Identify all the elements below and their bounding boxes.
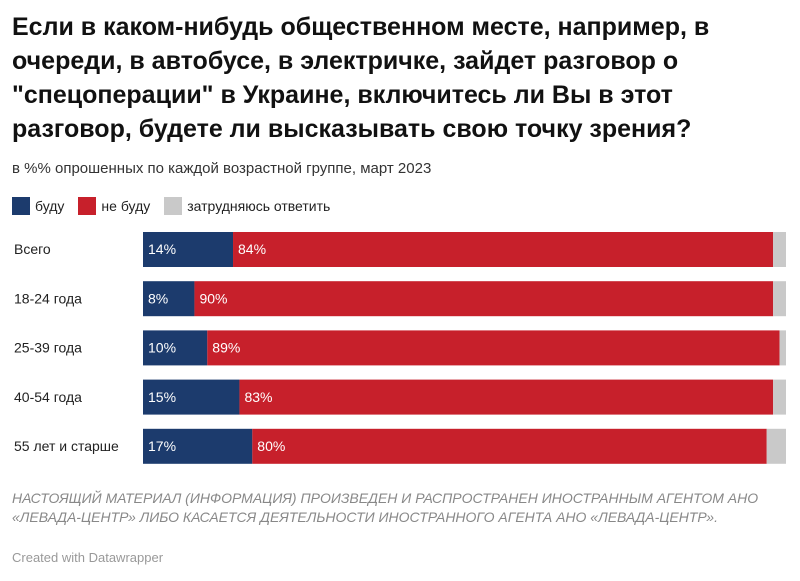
- bar-segment: [233, 232, 774, 267]
- category-label: Всего: [14, 241, 51, 257]
- bar-segment: [773, 281, 786, 317]
- value-label: 83%: [244, 389, 272, 405]
- category-label: 18-24 года: [14, 290, 82, 306]
- bar-segment: [766, 428, 786, 464]
- bar-segment: [143, 428, 253, 464]
- legend-label: не буду: [101, 198, 151, 214]
- bar-segment: [773, 379, 786, 415]
- legend-label: буду: [35, 198, 65, 214]
- legend-item: буду: [12, 197, 64, 215]
- bar-segment: [773, 232, 786, 267]
- category-label: 55 лет и старше: [14, 438, 119, 454]
- bar-segment: [143, 379, 240, 415]
- bar-segment: [143, 281, 195, 317]
- category-label: 40-54 года: [14, 389, 82, 405]
- value-label: 90%: [199, 290, 227, 306]
- bar-segment: [143, 232, 234, 267]
- legend-swatch: [164, 197, 183, 215]
- value-label: 17%: [148, 438, 176, 454]
- value-label: 80%: [257, 438, 285, 454]
- legend-label: затрудняюсь ответить: [187, 198, 331, 214]
- category-label: 25-39 года: [14, 340, 82, 356]
- legend-item: затрудняюсь ответить: [164, 197, 330, 215]
- legend-swatch: [12, 197, 30, 215]
- bar-segment: [143, 330, 208, 366]
- legend-swatch: [78, 197, 97, 215]
- value-label: 89%: [212, 340, 240, 356]
- value-label: 84%: [238, 241, 266, 257]
- legend-item: не буду: [78, 197, 150, 215]
- chart-title: Если в каком-нибудь общественном месте, …: [12, 13, 710, 143]
- value-label: 10%: [148, 340, 176, 356]
- note: НАСТОЯЩИЙ МАТЕРИАЛ (ИНФОРМАЦИЯ) ПРОИЗВЕД…: [12, 490, 759, 525]
- chart: Всего 14% 84% 18-24 года 8% 90% 25-39 года 10% 8…: [14, 232, 786, 464]
- value-label: 8%: [148, 290, 168, 306]
- bar-segment: [239, 379, 774, 415]
- chart-subtitle: в %% опрошенных по каждой возрастной гру…: [12, 160, 432, 177]
- bar-segment: [207, 330, 780, 366]
- value-label: 15%: [148, 389, 176, 405]
- legend: буду не буду затрудняюсь ответить: [12, 197, 344, 215]
- value-label: 14%: [148, 241, 176, 257]
- bar-segment: [252, 428, 767, 464]
- credit: Created with Datawrapper: [12, 550, 164, 565]
- bar-segment: [779, 330, 786, 366]
- bar-segment: [194, 281, 774, 317]
